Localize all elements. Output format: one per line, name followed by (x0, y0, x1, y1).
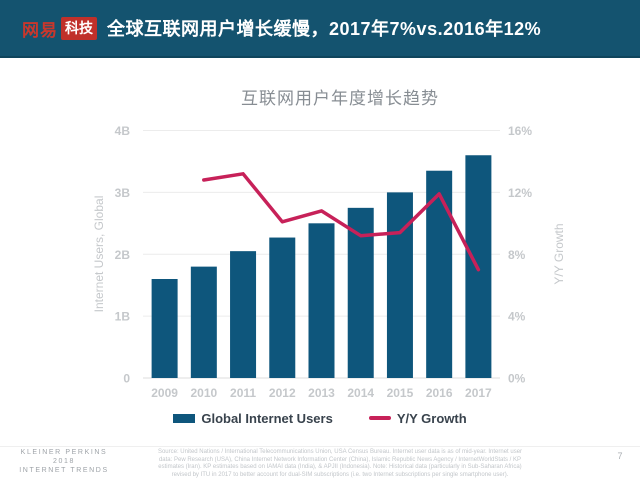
page-title: 全球互联网用户增长缓慢，2017年7%vs.2016年12% (107, 19, 542, 39)
chart-legend: Global Internet Users Y/Y Growth (0, 408, 640, 428)
page-number: 7 (617, 451, 623, 461)
brand-line: INTERNET TRENDS (19, 467, 109, 474)
legend-label-bar: Global Internet Users (201, 410, 333, 426)
bar-2012 (269, 237, 296, 378)
left-axis-tick: 3B (115, 186, 131, 200)
bar-2011 (230, 251, 257, 378)
left-axis-title: Internet Users, Global (92, 196, 106, 313)
left-axis-tick: 0 (123, 372, 130, 386)
legend-item-global-internet-users: Global Internet Users (173, 410, 333, 426)
right-axis-tick: 8% (508, 248, 526, 262)
bar-2009 (151, 279, 178, 378)
left-axis-tick: 2B (115, 248, 131, 262)
left-axis-tick: 1B (115, 310, 131, 324)
header-bar: 网易 科技 全球互联网用户增长缓慢，2017年7%vs.2016年12% (0, 0, 640, 58)
x-axis-label-2013: 2013 (308, 386, 335, 400)
bar-2013 (308, 223, 335, 378)
chart-title: 互联网用户年度增长趋势 (241, 89, 439, 108)
bar-series-swatch (173, 413, 196, 423)
x-axis-label-2010: 2010 (190, 386, 217, 400)
growth-line (202, 172, 481, 272)
line-series-swatch (368, 416, 391, 420)
x-axis-label-2011: 2011 (230, 386, 256, 400)
right-axis-title: Y/Y Growth (552, 223, 566, 284)
x-axis-label-2017: 2017 (465, 386, 492, 400)
footer-divider (0, 446, 640, 447)
bar-2016 (426, 170, 453, 378)
bar-2010 (190, 266, 217, 378)
right-axis-tick: 12% (508, 186, 532, 200)
right-axis-tick: 0% (508, 372, 526, 386)
x-axis-label-2016: 2016 (426, 386, 453, 400)
legend-label-line: Y/Y Growth (396, 410, 467, 426)
left-axis-tick: 4B (115, 124, 131, 138)
bar-2015 (386, 192, 413, 378)
x-axis-label-2009: 2009 (151, 386, 178, 400)
x-axis-label-2012: 2012 (269, 386, 296, 400)
kleiner-perkins-brand: KLEINER PERKINS 2018 INTERNET TRENDS (8, 449, 120, 476)
brand-line: 2018 (53, 458, 75, 465)
source-note: Source: United Nations / International T… (157, 449, 523, 478)
right-axis-tick: 16% (508, 124, 532, 138)
right-axis-tick: 4% (508, 310, 526, 324)
brand-line: KLEINER PERKINS (20, 449, 108, 456)
netease-logo-text: 网易 (22, 20, 58, 40)
tech-logo-badge: 科技 (61, 16, 97, 40)
x-axis-label-2014: 2014 (347, 386, 374, 400)
legend-item-yy-growth: Y/Y Growth (368, 410, 467, 426)
netease-tech-logo: 网易 科技 (22, 16, 97, 41)
x-axis-label-2015: 2015 (387, 386, 414, 400)
